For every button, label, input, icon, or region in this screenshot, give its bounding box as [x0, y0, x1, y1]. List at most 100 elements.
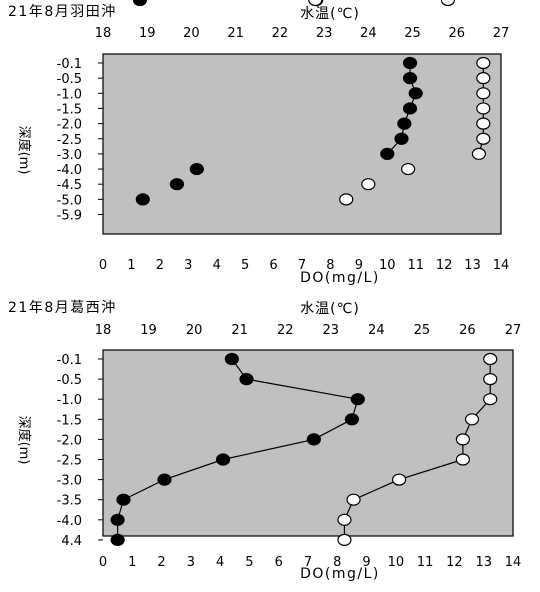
temperature-data-point [464, 413, 480, 426]
temperature-data-point [483, 373, 498, 386]
temperature-tick-label: 22 [277, 323, 294, 338]
do-tick-label: 8 [326, 258, 334, 273]
do-data-point [215, 453, 231, 466]
do-tick-label: 5 [241, 258, 249, 273]
do-data-point [110, 513, 125, 526]
depth-tick-label: -3.5 [57, 494, 82, 509]
temperature-tick-label: 20 [183, 26, 200, 41]
do-tick-label: 3 [184, 258, 192, 273]
do-data-point [135, 193, 150, 206]
depth-tick-label: -1.5 [57, 413, 82, 428]
depth-tick-label: -2.5 [57, 454, 82, 469]
do-series-line [117, 358, 359, 540]
do-data-point [402, 102, 418, 115]
temperature-tick-label: 25 [404, 26, 421, 41]
temperature-tick-label: 24 [368, 323, 385, 338]
depth-tick-label: -1.0 [57, 393, 82, 408]
do-data-point [157, 473, 172, 486]
temperature-data-point [337, 533, 352, 547]
do-tick-label: 10 [388, 555, 405, 570]
depth-tick-label: -5.0 [57, 193, 82, 208]
temperature-tick-label: 26 [449, 26, 466, 41]
temperature-data-point [476, 56, 491, 70]
temperature-tick-label: 23 [323, 323, 340, 338]
depth-tick-label: -5.9 [57, 209, 82, 224]
temperature-data-point [476, 87, 491, 100]
do-tick-label: 2 [156, 258, 164, 273]
do-data-point [408, 87, 423, 100]
temperature-data-point [483, 393, 498, 406]
do-data-point [397, 117, 412, 130]
depth-axis-label: 深度(m) [16, 126, 32, 175]
do-tick-label: 3 [187, 555, 195, 570]
chart-panel-2: 21年8月葛西沖 水温(℃)18 19 20 21 22 23 24 25 26 27-0.1-0.… [8, 300, 521, 582]
temperature-tick-label: 24 [360, 26, 377, 41]
do-tick-label: 13 [464, 258, 481, 273]
temperature-tick-label: 25 [414, 323, 431, 338]
depth-tick-label: -3.0 [57, 148, 82, 163]
do-data-point [110, 533, 125, 547]
temperature-tick-label: 23 [316, 26, 333, 41]
temperature-data-point [339, 193, 354, 206]
do-tick-label: 14 [493, 258, 510, 273]
do-tick-label: 13 [475, 555, 492, 570]
do-tick-label: 4 [213, 258, 221, 273]
depth-axis-label: 深度(m) [16, 416, 32, 465]
do-axis-label: DO(mg/L) [300, 566, 380, 582]
temperature-data-point [455, 433, 470, 446]
temperature-data-point [455, 453, 470, 466]
do-tick-label: 1 [127, 258, 135, 273]
temperature-tick-label: 19 [139, 26, 156, 41]
temperature-tick-label: 19 [140, 323, 157, 338]
temperature-tick-label: 18 [95, 323, 112, 338]
depth-tick-label: -3.0 [57, 474, 82, 489]
temperature-tick-label: 27 [493, 26, 510, 41]
do-data-point [169, 178, 185, 191]
temperature-tick-label: 22 [272, 26, 289, 41]
do-data-point [306, 433, 321, 446]
temperature-data-point [401, 162, 416, 176]
do-tick-label: 12 [436, 258, 453, 273]
do-data-point [402, 72, 418, 85]
do-data-point [224, 352, 239, 366]
depth-tick-label: -0.5 [57, 373, 82, 388]
depth-tick-label: -2.0 [57, 433, 82, 448]
depth-tick-label: -1.0 [57, 87, 82, 102]
temperature-data-point [392, 473, 407, 486]
temperature-tick-label: 27 [505, 323, 522, 338]
do-tick-label: 11 [417, 555, 434, 570]
chart-title: 21年8月葛西沖 [8, 300, 117, 316]
temperature-data-point [361, 178, 376, 191]
do-tick-label: 9 [362, 555, 370, 570]
do-tick-label: 1 [128, 555, 136, 570]
depth-tick-label: -0.5 [57, 72, 82, 87]
do-tick-label: 4 [216, 555, 224, 570]
depth-tick-label: -1.5 [57, 102, 82, 117]
depth-tick-label: -2.0 [57, 118, 82, 133]
temperature-data-point [476, 132, 491, 145]
temperature-tick-label: 26 [459, 323, 476, 338]
do-data-point [116, 493, 131, 506]
chart-title: 21年8月羽田沖 [8, 4, 117, 20]
temperature-data-point [308, 0, 323, 7]
do-data-point [189, 162, 204, 176]
temperature-data-point [476, 102, 491, 115]
do-axis-label: DO(mg/L) [300, 270, 380, 286]
chart-panel-1: 21年8月羽田沖 水温(℃)18 19 20 21 22 23 24 25 26 27-0.1-0.… [8, 0, 509, 286]
temperature-data-point [440, 0, 456, 7]
do-data-point [344, 413, 360, 426]
depth-tick-label: -0.1 [57, 353, 82, 368]
do-tick-label: 2 [157, 555, 165, 570]
temperature-tick-label: 18 [95, 26, 112, 41]
depth-tick-label: -4.0 [57, 163, 82, 178]
do-tick-label: 9 [355, 258, 363, 273]
do-tick-label: 10 [379, 258, 396, 273]
do-data-point [350, 393, 365, 406]
do-tick-label: 11 [407, 258, 424, 273]
temperature-tick-label: 21 [231, 323, 248, 338]
do-data-point [380, 147, 395, 160]
do-tick-label: 0 [99, 258, 107, 273]
depth-tick-label: -4.5 [57, 178, 82, 193]
depth-tick-label: -4.0 [57, 514, 82, 529]
do-data-point [394, 132, 409, 145]
